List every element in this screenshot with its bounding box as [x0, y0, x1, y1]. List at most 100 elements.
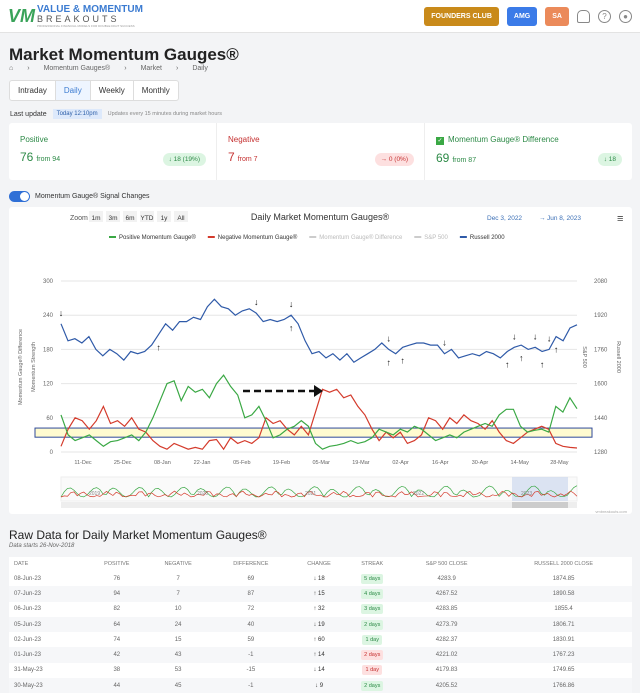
table-cell: 01-Jun-23 [9, 647, 88, 663]
column-header[interactable]: CHANGE [307, 561, 331, 567]
zoom-button[interactable] [140, 211, 154, 222]
table-cell: 1 day [346, 632, 398, 647]
zoom-button[interactable] [106, 211, 120, 222]
table-cell: 4267.52 [398, 586, 496, 602]
legend-item[interactable]: Russell 2000 [470, 235, 505, 241]
table-row: 02-Jun-23 74 15 59 ↑ 60 1 day 4282.37 1830.91 [9, 632, 632, 647]
table-cell: 4205.52 [398, 678, 496, 693]
column-header[interactable]: DIFFERENCE [233, 561, 269, 567]
legend-item[interactable]: S&P 500 [424, 235, 448, 241]
table-cell: 3 days [346, 602, 398, 617]
user-icon[interactable]: ● [619, 10, 632, 23]
checkbox-icon[interactable]: ✓ [436, 137, 444, 145]
zoom-button[interactable] [174, 211, 188, 222]
arrow-up-icon: ↑ [505, 360, 510, 370]
breadcrumb-item[interactable]: Market [140, 65, 162, 72]
arrow-up-icon: ↑ [386, 357, 391, 367]
y-right-label: Russell 2000 [615, 341, 621, 373]
arrow-down-icon: ↓ [547, 333, 552, 343]
zoom-button[interactable] [123, 211, 137, 222]
table-cell: 1766.86 [495, 678, 632, 693]
y-left-tick: 60 [46, 416, 53, 422]
column-header[interactable]: DATE [14, 561, 29, 567]
table-cell: 74 [113, 636, 121, 643]
y-left-label: Momentum Strength [31, 342, 37, 392]
navigator-selection[interactable] [512, 477, 568, 501]
legend-item[interactable]: Negative Momentum Gauge® [218, 234, 298, 241]
table-cell: 1874.85 [552, 575, 575, 582]
table-cell: 24 [146, 616, 210, 633]
column-header[interactable]: POSITIVE [104, 561, 130, 567]
column-header[interactable]: STREAK [361, 561, 384, 567]
y-right-tick: 1600 [594, 382, 608, 388]
x-tick: 30-Apr [472, 460, 489, 466]
arrow-down-icon: ↓ [512, 331, 517, 341]
table-row: 05-Jun-23 64 24 40 ↓ 19 2 days 4273.79 1806.71 [9, 616, 632, 633]
table-cell: ↓ 14 [313, 667, 325, 674]
logo-line2: BREAKOUTS [37, 13, 120, 24]
zoom-button[interactable] [157, 211, 171, 222]
amg-button[interactable]: AMG [506, 7, 538, 26]
navigator-year: 2022 [413, 491, 424, 497]
table-cell: ↓ 9 [291, 678, 347, 693]
table-cell: 4221.02 [398, 647, 496, 663]
table-cell: 76 [113, 575, 121, 582]
range-to: Jun 8, 2023 [547, 215, 581, 222]
tab-intraday[interactable]: Intraday [10, 81, 56, 100]
chart-credit: vmbreakouts.com [595, 509, 627, 514]
navigator-scrollbar[interactable] [61, 502, 577, 508]
summary-cards: Positive 76 from 94 ↓ 18 (19%) Negative 7… [9, 123, 632, 180]
navigator-negative-line [60, 490, 578, 498]
streak-badge: 5 days [361, 573, 384, 584]
streak-badge: 4 days [361, 588, 384, 599]
help-icon[interactable]: ? [598, 10, 611, 23]
table-cell: ↓ 19 [291, 616, 347, 633]
home-icon[interactable]: ⌂ [9, 65, 14, 72]
table-cell: 1830.91 [552, 636, 575, 643]
founders-club-button[interactable]: FOUNDERS CLUB [424, 7, 499, 26]
chart-panel: Zoom 1m 3m 6m YTD 1y All Daily Market Momentum … [9, 207, 632, 514]
y-left-tick: 180 [43, 347, 54, 353]
y-left-label: Momentum Gauge® Difference [17, 329, 24, 405]
positive-series-line [60, 374, 578, 450]
streak-badge: 1 day [362, 634, 382, 645]
logo[interactable]: VM VALUE & MOMENTUM BREAKOUTS PROFESSIONAL… [8, 4, 143, 28]
column-header[interactable]: S&P 500 CLOSE [425, 561, 468, 567]
y-left-tick: 300 [43, 279, 54, 285]
zoom-label: Zoom [70, 215, 88, 222]
negative-card: Negative 7 from 7 → 0 (0%) [217, 123, 425, 180]
scrollbar-thumb[interactable] [512, 502, 568, 508]
table-cell: 2 days [346, 647, 399, 663]
table-cell: 4283.85 [435, 606, 458, 613]
navigator-year: 2023 [521, 491, 532, 497]
sa-button[interactable]: SA [545, 7, 569, 26]
streak-badge: 1 day [362, 665, 382, 676]
russell-series-line [60, 298, 578, 363]
breadcrumb: ⌂ › Momentum Gauges® › Market › Daily [9, 65, 208, 72]
column-header[interactable]: RUSSELL 2000 CLOSE [534, 561, 594, 567]
bell-icon[interactable] [577, 10, 590, 23]
table-cell: 2 days [346, 616, 399, 633]
toggle-switch[interactable] [9, 191, 30, 202]
table-cell: 42 [87, 647, 147, 663]
signal-toggle[interactable]: Momentum Gauge® Signal Changes [9, 191, 150, 202]
column-header[interactable]: NEGATIVE [164, 561, 192, 567]
table-cell: 1749.65 [552, 667, 575, 674]
x-tick: 14-May [511, 460, 530, 466]
x-tick: 11-Dec [74, 460, 92, 466]
tab-monthly[interactable]: Monthly [141, 86, 170, 95]
table-row: 01-Jun-23 42 43 -1 ↑ 14 2 days 4221.02 1767.23 [9, 647, 632, 663]
zoom-button[interactable] [89, 211, 103, 222]
legend-item[interactable]: Momentum Gauge® Difference [319, 234, 403, 241]
breadcrumb-item[interactable]: Momentum Gauges® [43, 65, 111, 72]
momentum-chart[interactable]: Zoom 1m 3m 6m YTD 1y All Daily Market Momentum … [9, 207, 632, 514]
legend-item[interactable]: Positive Momentum Gauge® [119, 234, 196, 241]
tab-weekly[interactable]: Weekly [91, 81, 134, 100]
tab-daily[interactable]: Daily [55, 81, 91, 100]
table-cell: 40 [210, 616, 292, 633]
arrow-up-icon: ↑ [156, 342, 161, 352]
x-tick: 02-Apr [392, 460, 409, 466]
table-cell: 38 [113, 667, 121, 674]
navigator-year: 2019 [89, 491, 100, 497]
arrow-head-icon [314, 385, 323, 397]
